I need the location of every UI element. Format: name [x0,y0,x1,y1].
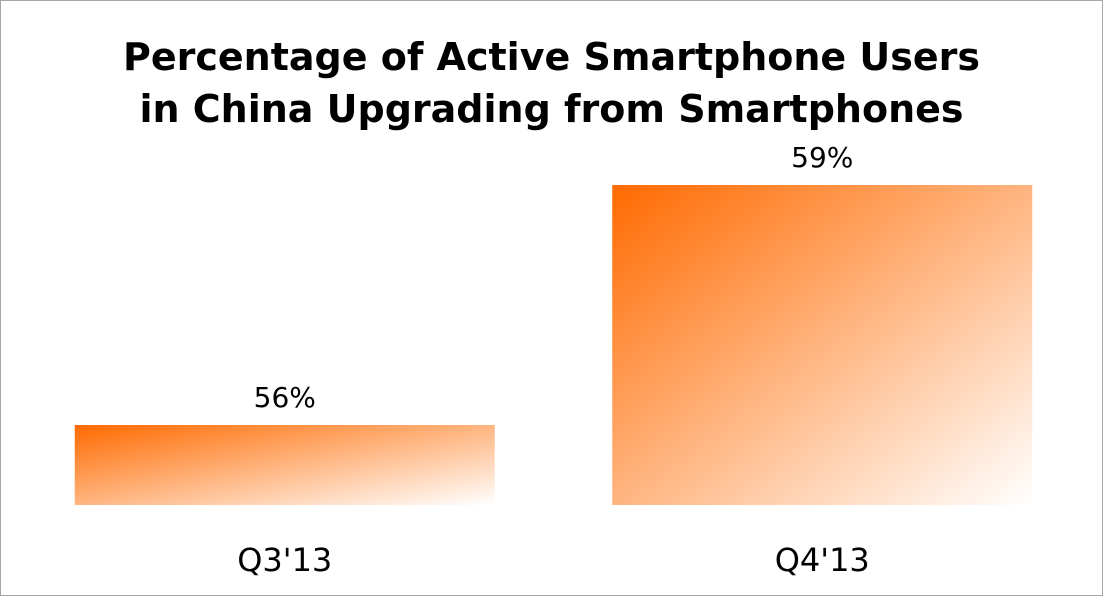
data-label-1: 59% [791,141,853,174]
bar-1 [612,185,1033,505]
chart-title-line-2: in China Upgrading from Smartphones [139,87,964,131]
x-tick-label-0: Q3'13 [237,541,332,579]
x-tick-label-1: Q4'13 [775,541,870,579]
chart-title: Percentage of Active Smartphone Users in… [1,31,1102,135]
bar-0 [74,425,495,505]
chart-title-line-1: Percentage of Active Smartphone Users [122,35,981,79]
data-label-0: 56% [254,381,316,414]
